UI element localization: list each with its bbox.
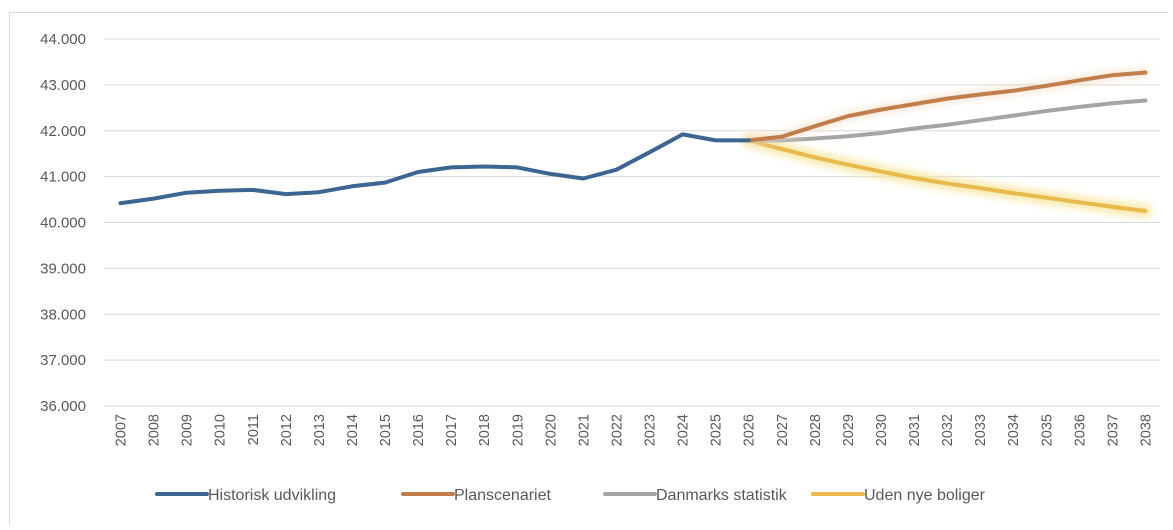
chart-frame xyxy=(9,12,1168,525)
y-tick-label: 38.000 xyxy=(40,306,86,323)
x-tick-label: 2009 xyxy=(180,414,196,446)
y-tick-label: 36.000 xyxy=(40,398,86,415)
y-tick-label: 40.000 xyxy=(40,215,86,232)
x-tick-label: 2015 xyxy=(378,414,394,446)
x-tick-label: 2027 xyxy=(775,414,791,446)
y-tick-label: 43.000 xyxy=(40,77,86,94)
x-tick-label: 2008 xyxy=(147,414,163,446)
y-tick-label: 39.000 xyxy=(40,260,86,277)
x-tick-label: 2035 xyxy=(1039,414,1055,446)
x-tick-label: 2026 xyxy=(742,414,758,446)
legend-label: Planscenariet xyxy=(454,487,552,504)
x-tick-label: 2033 xyxy=(973,414,989,446)
y-tick-label: 41.000 xyxy=(40,169,86,186)
x-tick-label: 2014 xyxy=(345,414,361,446)
series-line xyxy=(118,132,751,206)
x-tick-label: 2028 xyxy=(808,414,824,446)
legend-label: Uden nye boliger xyxy=(864,487,986,504)
x-tick-label: 2024 xyxy=(676,414,692,446)
x-tick-label: 2038 xyxy=(1139,414,1155,446)
x-tick-label: 2010 xyxy=(213,414,229,446)
legend-label: Historisk udvikling xyxy=(208,487,336,504)
x-tick-label: 2012 xyxy=(279,414,295,446)
y-axis-tick-labels: 36.000 37.000 38.000 39.000 40.000 41.000 42.0… xyxy=(40,31,86,415)
x-tick-label: 2017 xyxy=(444,414,460,446)
x-tick-label: 2025 xyxy=(709,414,725,446)
x-tick-label: 2018 xyxy=(477,414,493,446)
series-line xyxy=(746,138,1148,213)
x-tick-label: 2031 xyxy=(907,414,923,446)
series-lines xyxy=(118,67,1153,218)
x-tick-label: 2037 xyxy=(1105,414,1121,446)
x-tick-label: 2032 xyxy=(940,414,956,446)
x-tick-label: 2030 xyxy=(874,414,890,446)
x-tick-label: 2013 xyxy=(312,414,328,446)
x-tick-label: 2020 xyxy=(543,414,559,446)
x-tick-label: 2034 xyxy=(1006,414,1022,446)
y-tick-label: 44.000 xyxy=(40,31,86,48)
x-tick-label: 2023 xyxy=(643,414,659,446)
x-tick-label: 2022 xyxy=(609,414,625,446)
gridlines xyxy=(104,38,1160,407)
x-tick-label: 2021 xyxy=(576,414,592,446)
x-tick-label: 2036 xyxy=(1072,414,1088,446)
x-tick-label: 2016 xyxy=(411,414,427,446)
legend-label: Danmarks statistik xyxy=(656,487,788,504)
legend: Historisk udvikling Planscenariet Danmarks… xyxy=(155,487,986,504)
x-tick-label: 2029 xyxy=(841,414,857,446)
series-line xyxy=(746,70,1148,143)
series-line xyxy=(746,98,1148,143)
y-tick-label: 37.000 xyxy=(40,352,86,369)
x-tick-label: 2019 xyxy=(510,414,526,446)
x-axis-tick-labels: 2007 2008 2009 2010 2011 2012 2013 2014 2015 2016… xyxy=(114,414,1155,446)
x-tick-label: 2007 xyxy=(114,414,130,446)
x-tick-label: 2011 xyxy=(246,414,262,445)
y-tick-label: 42.000 xyxy=(40,123,86,140)
